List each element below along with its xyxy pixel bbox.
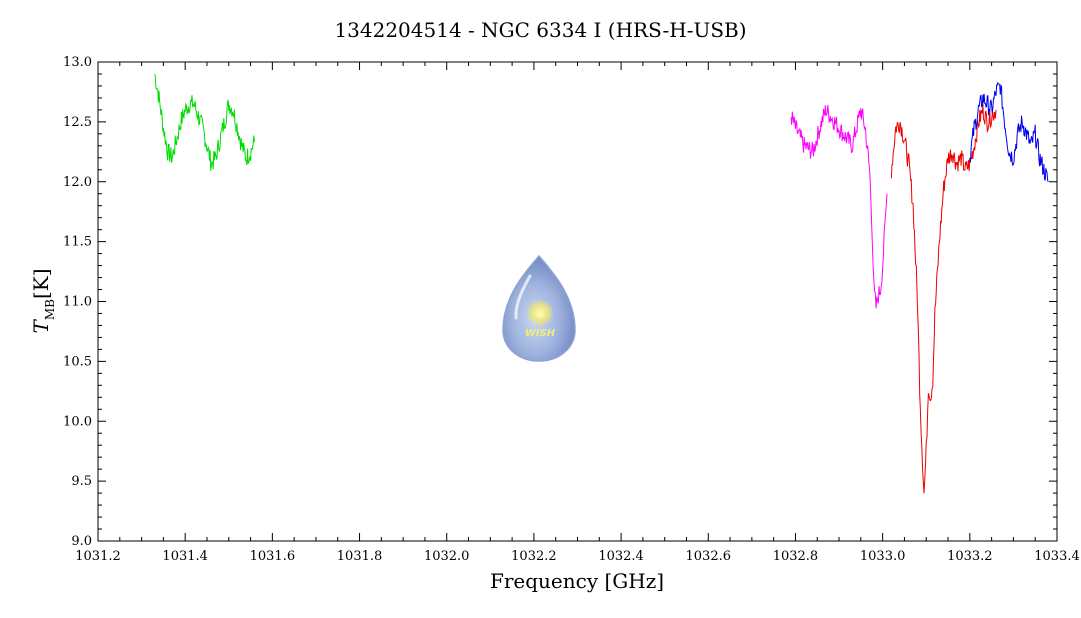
x-tick-label: 1032.2 xyxy=(511,549,557,564)
x-tick-label: 1033.4 xyxy=(1034,549,1080,564)
y-tick-label: 12.5 xyxy=(63,115,92,130)
wish-logo-text: WISH xyxy=(525,328,556,339)
y-axis-label-unit: [K] xyxy=(29,269,53,300)
plot-frame xyxy=(97,61,1058,542)
y-tick-label: 11.5 xyxy=(63,235,92,250)
x-tick-label: 1032.8 xyxy=(773,549,819,564)
spectrum-series-4 xyxy=(969,81,1049,183)
axis-ticks xyxy=(97,61,1058,542)
chart-title: 1342204514 - NGC 6334 I (HRS-H-USB) xyxy=(334,18,747,42)
svg-text:✸: ✸ xyxy=(535,308,545,322)
data-series xyxy=(154,74,1049,494)
y-axis-label-sub: MB xyxy=(43,299,57,320)
x-tick-label: 1033.2 xyxy=(947,549,993,564)
y-tick-label: 13.0 xyxy=(63,55,92,70)
x-tick-label: 1032.4 xyxy=(598,549,644,564)
y-tick-labels: 9.0 9.5 10.0 10.5 11.0 11.5 12.0 12.5 13.0 xyxy=(63,55,92,549)
y-tick-label: 12.0 xyxy=(63,175,92,190)
spectrum-series-2 xyxy=(790,104,888,309)
y-axis-label: TMB[K] xyxy=(29,269,57,334)
y-tick-label: 9.0 xyxy=(71,534,92,549)
x-tick-label: 1033.0 xyxy=(860,549,906,564)
x-tick-labels: 1031.2 1031.4 1031.6 1031.8 1032.0 1032.2 1032… xyxy=(75,549,1080,564)
y-tick-label: 11.0 xyxy=(63,295,92,310)
x-tick-label: 1031.8 xyxy=(337,549,383,564)
svg-text:TMB[K]: TMB[K] xyxy=(29,269,57,334)
y-axis-label-main: T xyxy=(29,319,53,334)
x-tick-label: 1032.6 xyxy=(686,549,732,564)
y-tick-label: 10.0 xyxy=(63,414,92,429)
wish-logo: ✸ WISH xyxy=(502,254,576,362)
y-tick-label: 9.5 xyxy=(71,474,92,489)
x-tick-label: 1031.6 xyxy=(250,549,296,564)
x-tick-label: 1031.2 xyxy=(75,549,121,564)
spectrum-series-3 xyxy=(890,103,997,494)
y-tick-label: 10.5 xyxy=(63,354,92,369)
x-tick-label: 1031.4 xyxy=(162,549,208,564)
spectrum-series-1 xyxy=(154,74,256,171)
x-tick-label: 1032.0 xyxy=(424,549,470,564)
x-axis-label: Frequency [GHz] xyxy=(490,569,664,593)
